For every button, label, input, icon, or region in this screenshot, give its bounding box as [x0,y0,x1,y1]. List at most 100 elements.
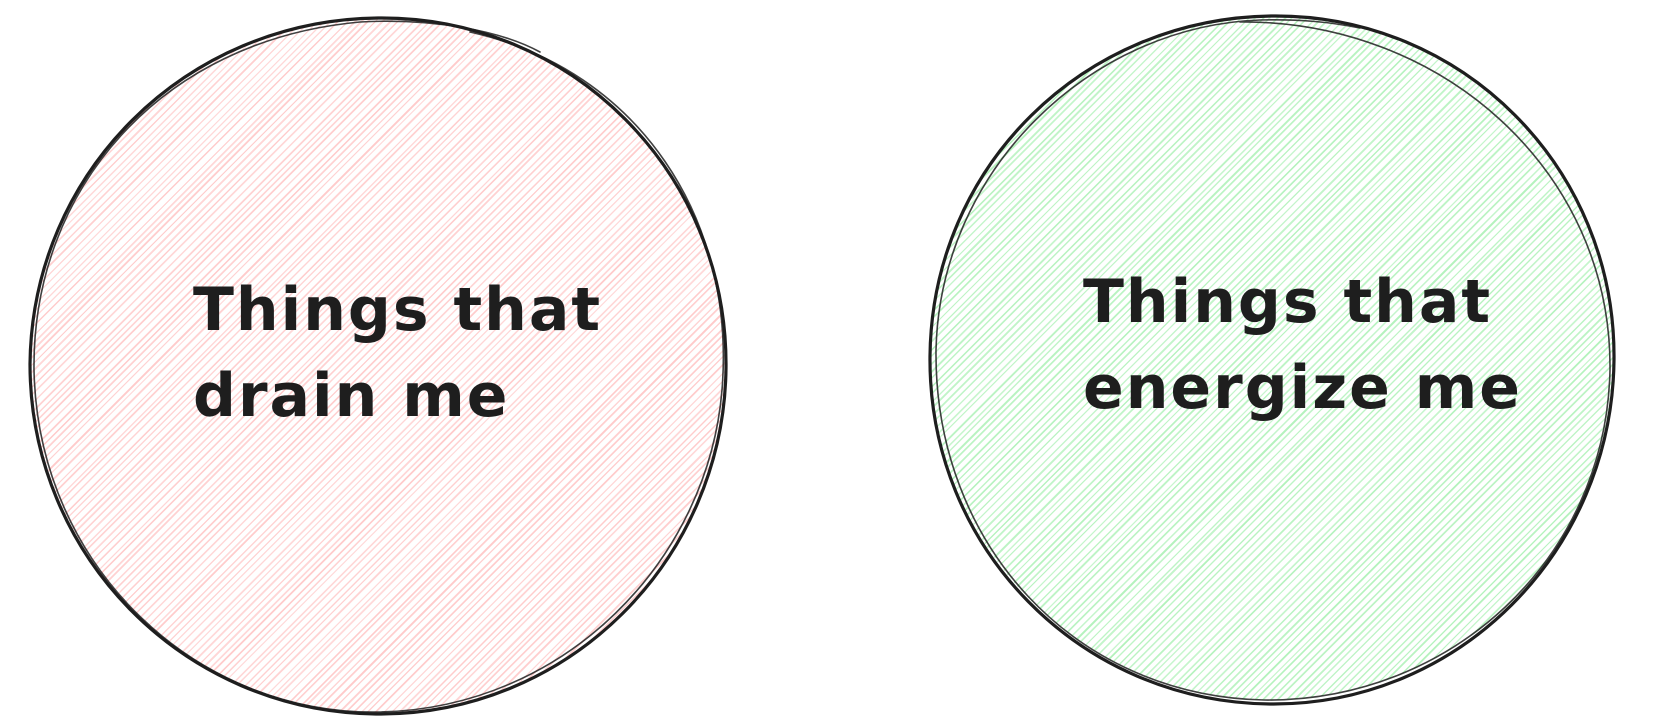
hatch-line [30,18,363,714]
hatch-line [165,18,726,714]
hatch-line [30,18,439,714]
hatch-line [113,18,726,714]
hatch-line [135,18,726,714]
hatch-line [1198,16,1614,700]
hatch-line [316,18,726,714]
hatch-line [30,18,551,714]
energize-circle-outline [928,14,1616,706]
hatch-line [0,0,25,728]
hatch-line [382,18,726,714]
hatch-line [30,18,265,714]
hatch-line [149,18,726,714]
hatch-line [1317,16,1614,700]
hatch-line [1296,16,1614,700]
hatch-line [930,16,1166,700]
hatch-line [1041,16,1614,700]
hatch-line [930,16,1353,700]
hatch-line [181,18,726,714]
hatch-line [930,16,1240,700]
hatch-line [30,18,334,714]
hatch-line [361,18,726,714]
hatch-line [930,16,1503,700]
hatch-line [1047,16,1614,700]
hatch-line [30,18,560,714]
hatch-line [930,16,1175,700]
hatch-line [930,16,1180,700]
hatch-line [1346,16,1614,700]
hatch-line [1063,16,1614,700]
hatch-line [496,18,726,714]
hatch-line [1130,16,1614,700]
hatch-line [0,0,16,728]
hatch-line [1566,16,1614,700]
hatch-line [30,18,573,714]
hatch-line [930,16,1293,700]
hatch-line [30,18,327,714]
hatch-line [323,18,726,714]
hatch-line [30,18,468,714]
hatch-line [930,16,1256,700]
hatch-line [930,16,1382,700]
hatch-line [930,16,1287,700]
hatch-line [30,18,536,714]
hatch-line [1332,16,1614,700]
hatch-line [930,16,1361,700]
hatch-line [30,18,611,714]
hatch-line [30,18,94,714]
energize-label-line2: energize me [1083,353,1522,423]
hatch-line [930,16,1400,700]
hatch-line [30,18,583,714]
hatch-line [930,16,1428,700]
drain-label-line2: drain me [193,361,509,431]
hatch-line [210,18,726,714]
hatch-line [1168,16,1614,700]
hatch-line [930,16,1249,700]
hatch-line [30,18,565,714]
hatch-line [30,18,506,714]
hatch-line [1228,16,1614,700]
hatch-line [30,18,499,714]
hatch-line [930,16,1444,700]
hatch-line [930,16,1203,700]
hatch-line [930,16,1451,700]
hatch-line [30,18,588,714]
hatch-line [480,18,726,714]
hatch-line [257,18,726,714]
hatch-line [30,18,408,714]
hatch-line [30,18,355,714]
hatch-line [30,18,131,714]
hatch-line [291,18,726,714]
hatch-line [930,16,1190,700]
drain-circle-outline-sketch [33,20,725,713]
hatch-line [1101,16,1614,700]
hatch-line [30,18,274,714]
hatch-line [1183,16,1614,700]
hatch-line [930,16,1279,700]
hatch-line [239,18,726,714]
hatch-line [1635,0,1674,720]
hatch-line [30,18,295,714]
hatch-line [30,18,522,714]
hatch-line [930,16,1512,700]
hatch-line [1378,16,1614,700]
hatch-line [930,16,1527,700]
hatch-line [1241,16,1614,700]
hatch-line [30,18,618,714]
hatch-line [30,18,492,714]
hatch-line [1019,16,1614,700]
hatch-line [30,18,35,714]
hatch-line [456,18,726,714]
hatch-line [30,18,281,714]
hatch-line [187,18,726,714]
hatch-line [30,18,604,714]
hatch-line [1371,16,1614,700]
hatch-line [930,16,1519,700]
hatch-line [930,16,1129,700]
hatch-line [930,16,1264,700]
hatch-line [1175,16,1614,700]
hatch-line [488,18,726,714]
hatch-line [30,18,318,714]
hatch-line [30,18,386,714]
hatch-line [262,18,726,714]
